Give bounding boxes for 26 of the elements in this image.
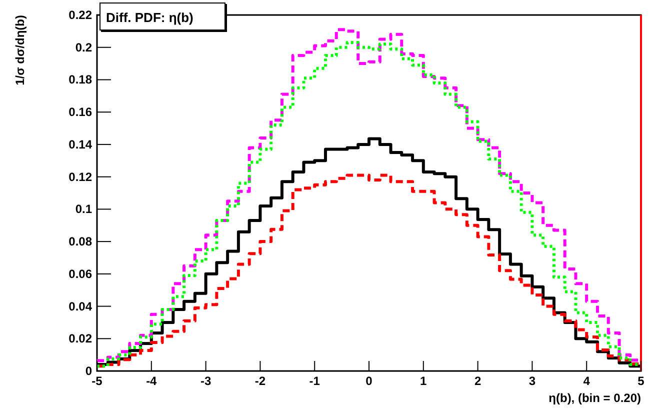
x-tick-label: 4	[583, 374, 590, 388]
y-tick-label: 0.16	[68, 105, 92, 120]
x-tick-label: 3	[528, 374, 536, 388]
y-tick-label: 0.18	[68, 72, 92, 87]
x-tick-label: 0	[366, 374, 373, 388]
y-tick-label: 0.12	[68, 170, 92, 184]
y-tick-label: 0.1	[75, 202, 92, 216]
x-tick-label: 2	[474, 374, 482, 388]
x-tick-label: 1	[420, 374, 428, 388]
y-tick-label: 0.14	[68, 137, 92, 152]
y-axis-title: 1/σ dσ/dη(b)	[13, 14, 27, 86]
x-tick-label: -3	[200, 374, 212, 388]
y-tick-label: 0.02	[68, 332, 92, 346]
x-tick-label: -4	[146, 374, 158, 388]
x-tick-label: -1	[309, 374, 320, 388]
x-tick-label: 5	[638, 374, 645, 388]
y-tick-label: 0.22	[68, 8, 92, 22]
x-tick-label: -5	[92, 374, 103, 388]
y-tick-label: 0.2	[75, 40, 92, 54]
y-tick-label: 0.06	[68, 266, 92, 281]
x-axis-title: η(b), (bin = 0.20)	[548, 391, 641, 405]
y-tick-label: 0.08	[68, 234, 92, 249]
y-tick-label: 0.04	[68, 299, 92, 314]
x-tick-label: -2	[254, 374, 266, 388]
chart-title: Diff. PDF: η(b)	[106, 10, 194, 25]
y-tick-label: 0	[85, 364, 92, 378]
